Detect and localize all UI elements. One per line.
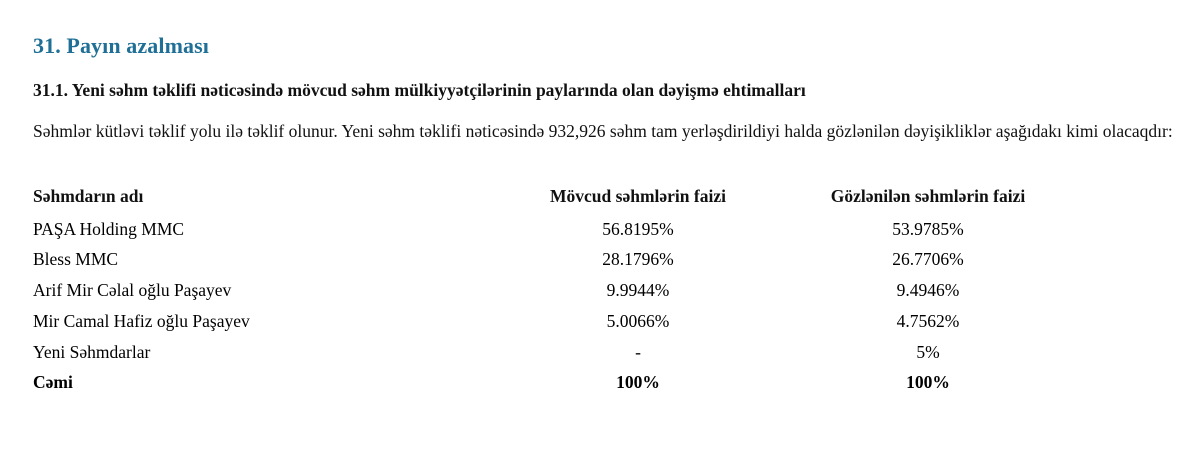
table-row: Arif Mir Cəlal oğlu Paşayev 9.9944% 9.49… [33, 275, 1073, 306]
column-header-expected-percent: Gözlənilən səhmlərin faizi [830, 186, 1026, 206]
shareholder-dilution-table: Səhmdarın adı Mövcud səhmlərin faizi Göz… [33, 181, 1073, 398]
cell-shareholder-name: Arif Mir Cəlal oğlu Paşayev [33, 280, 232, 301]
cell-total-current-percent: 100% [616, 372, 660, 393]
cell-current-percent: 28.1796% [602, 249, 674, 270]
table-header-row: Səhmdarın adı Mövcud səhmlərin faizi Göz… [33, 181, 1073, 214]
table-row: PAŞA Holding MMC 56.8195% 53.9785% [33, 214, 1073, 245]
cell-expected-percent: 26.7706% [892, 249, 964, 270]
cell-shareholder-name: Mir Camal Hafiz oğlu Paşayev [33, 310, 250, 331]
table-row: Mir Camal Hafiz oğlu Paşayev 5.0066% 4.7… [33, 306, 1073, 337]
table-total-row: Cəmi 100% 100% [33, 367, 1073, 398]
cell-current-percent: 5.0066% [606, 310, 670, 331]
body-paragraph: Səhmlər kütləvi təklif yolu ilə təklif o… [33, 121, 1173, 141]
sub-section-heading: 31.1. Yeni səhm təklifi nəticəsində mövc… [33, 80, 806, 100]
cell-expected-percent: 9.4946% [896, 280, 960, 301]
section-heading: 31. Payın azalması [33, 33, 209, 58]
cell-current-percent: 56.8195% [602, 218, 674, 239]
cell-total-expected-percent: 100% [906, 372, 950, 393]
table-row: Bless MMC 28.1796% 26.7706% [33, 244, 1073, 275]
cell-shareholder-name: PAŞA Holding MMC [33, 218, 185, 239]
cell-expected-percent: 4.7562% [896, 310, 960, 331]
cell-total-label: Cəmi [33, 372, 73, 393]
column-header-current-percent: Mövcud səhmlərin faizi [550, 186, 726, 206]
column-header-shareholder-name: Səhmdarın adı [33, 186, 144, 206]
table-header: Səhmdarın adı Mövcud səhmlərin faizi Göz… [33, 181, 1073, 214]
cell-expected-percent: 53.9785% [892, 218, 964, 239]
cell-current-percent: - [635, 341, 641, 362]
cell-expected-percent: 5% [916, 341, 940, 362]
table-body: PAŞA Holding MMC 56.8195% 53.9785% Bless… [33, 214, 1073, 398]
cell-shareholder-name: Yeni Səhmdarlar [33, 341, 151, 362]
cell-shareholder-name: Bless MMC [33, 249, 119, 270]
table-row: Yeni Səhmdarlar - 5% [33, 337, 1073, 368]
cell-current-percent: 9.9944% [606, 280, 670, 301]
